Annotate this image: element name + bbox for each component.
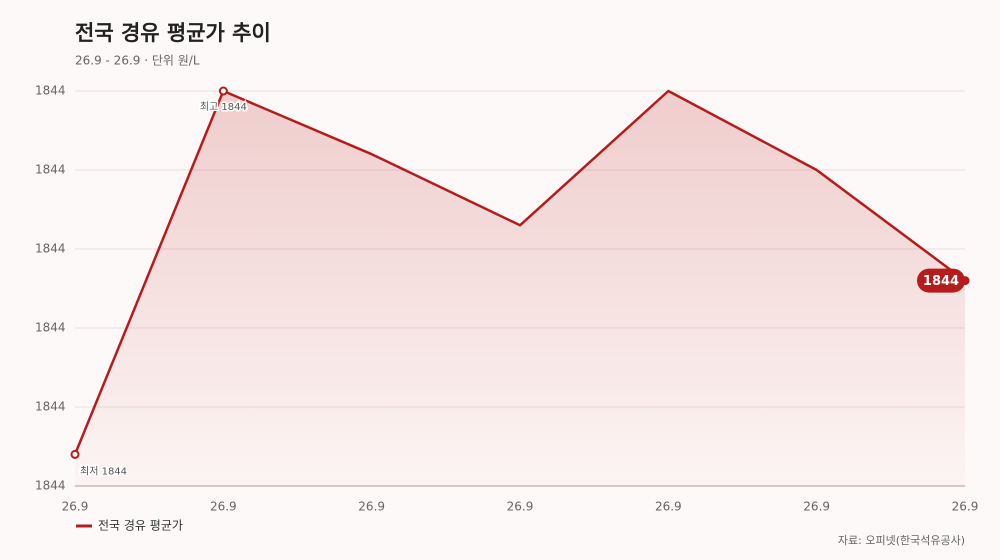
chart-subtitle: 26.9 - 26.9 · 단위 원/L <box>75 54 200 68</box>
y-tick-label: 1844 <box>35 84 66 98</box>
value-label: 1844 <box>923 274 959 289</box>
source: 자료: 오피넷(한국석유공사) <box>838 534 965 547</box>
y-tick-label: 1844 <box>35 163 66 177</box>
x-tick-label: 26.9 <box>803 500 830 514</box>
y-tick-label: 1844 <box>35 479 66 493</box>
x-tick-label: 26.9 <box>655 500 682 514</box>
point <box>70 449 80 459</box>
point <box>960 276 970 286</box>
legend-label: 전국 경유 평균가 <box>98 519 183 533</box>
y-tick-label: 1844 <box>35 400 66 414</box>
area <box>75 91 965 486</box>
x-tick-label: 26.9 <box>952 500 979 514</box>
y-tick-label: 1844 <box>35 242 66 256</box>
point <box>218 86 228 96</box>
x-tick-label: 26.9 <box>210 500 237 514</box>
x-tick-label: 26.9 <box>358 500 385 514</box>
value-label: 최저 1844 <box>80 465 127 477</box>
x-tick-label: 26.9 <box>62 500 89 514</box>
value-badge <box>917 268 965 293</box>
chart-title: 전국 경유 평균가 추이 <box>75 21 271 45</box>
value-label: 최고 1844 <box>200 101 247 113</box>
x-tick-label: 26.9 <box>507 500 534 514</box>
y-tick-label: 1844 <box>35 321 66 335</box>
